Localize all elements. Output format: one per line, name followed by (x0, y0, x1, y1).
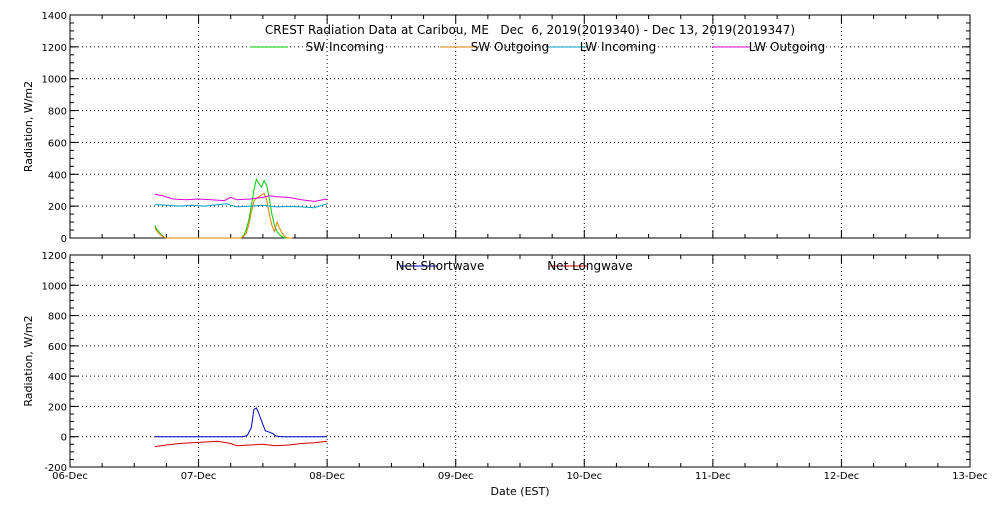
series-line-sw-outgoing (154, 192, 293, 239)
x-tick-label: 12-Dec (824, 471, 860, 482)
series-line-net-shortwave (154, 407, 328, 438)
x-tick-label: 09-Dec (438, 471, 474, 482)
y-tick-label: 0 (61, 433, 67, 444)
x-tick-label: 13-Dec (952, 471, 988, 482)
legend-entry: SW Outgoing (471, 40, 550, 54)
y-tick-label: 800 (48, 312, 67, 323)
x-tick-label: 10-Dec (566, 471, 602, 482)
panel-2 (69, 254, 971, 468)
y-tick-label: 600 (48, 342, 67, 353)
x-axis-label: Date (EST) (490, 485, 549, 498)
legend-entry: Net Longwave (547, 259, 633, 273)
y-tick-label: 200 (48, 402, 67, 413)
chart-title: CREST Radiation Data at Caribou, ME Dec … (265, 23, 795, 37)
series-line-sw-incoming (154, 177, 293, 239)
y-tick-label: 800 (48, 107, 67, 118)
y-axis-label: Radiation, W/m2 (22, 81, 35, 172)
series-line-net-longwave (154, 440, 328, 448)
y-tick-label: 200 (48, 202, 67, 213)
legend-entry: SW Incoming (306, 40, 385, 54)
legend-entry: Net Shortwave (396, 259, 485, 273)
panel-1 (69, 14, 971, 239)
x-tick-label: 07-Dec (181, 471, 217, 482)
y-tick-label: 1000 (42, 281, 67, 292)
y-tick-label: 400 (48, 372, 67, 383)
y-axis-label: Radiation, W/m2 (22, 315, 35, 406)
plot-frame (69, 254, 971, 468)
series-line-lw-outgoing (154, 193, 328, 202)
y-tick-label: 0 (61, 234, 67, 245)
legend-entry: LW Incoming (580, 40, 657, 54)
y-tick-label: 1400 (42, 11, 67, 22)
x-tick-label: 11-Dec (695, 471, 731, 482)
y-tick-label: 600 (48, 138, 67, 149)
y-tick-label: 1000 (42, 75, 67, 86)
y-tick-label: 400 (48, 170, 67, 181)
series-line-lw-incoming (154, 203, 328, 209)
legend-entry: LW Outgoing (749, 40, 826, 54)
y-tick-label: -200 (44, 463, 67, 474)
x-tick-label: 08-Dec (309, 471, 345, 482)
x-tick-label: 06-Dec (52, 471, 88, 482)
y-tick-label: 1200 (42, 251, 67, 262)
y-tick-label: 1200 (42, 43, 67, 54)
